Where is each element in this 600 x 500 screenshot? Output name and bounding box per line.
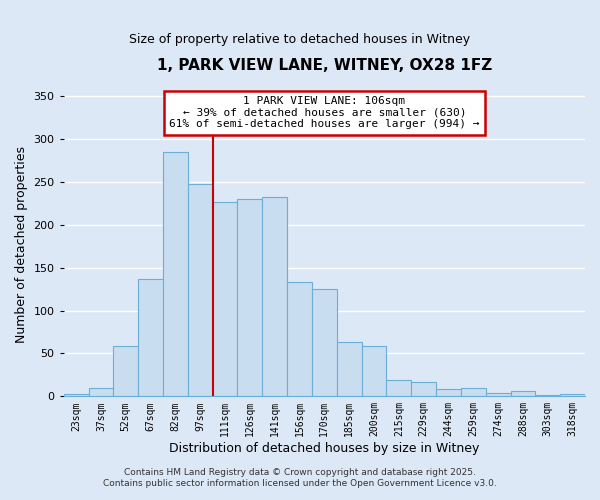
Y-axis label: Number of detached properties: Number of detached properties [15, 146, 28, 342]
Bar [262, 198, 287, 396]
Bar [362, 346, 386, 397]
Bar [163, 152, 188, 396]
Bar [89, 388, 113, 396]
Bar [337, 342, 362, 396]
Title: 1, PARK VIEW LANE, WITNEY, OX28 1FZ: 1, PARK VIEW LANE, WITNEY, OX28 1FZ [157, 58, 492, 72]
Bar [287, 282, 312, 397]
Text: Size of property relative to detached houses in Witney: Size of property relative to detached ho… [130, 32, 470, 46]
Bar [535, 394, 560, 396]
Bar [113, 346, 138, 397]
Bar [386, 380, 411, 396]
Bar [560, 394, 585, 396]
Bar [312, 289, 337, 397]
Bar [461, 388, 486, 396]
Bar [64, 394, 89, 396]
Bar [436, 388, 461, 396]
Text: Contains HM Land Registry data © Crown copyright and database right 2025.
Contai: Contains HM Land Registry data © Crown c… [103, 468, 497, 487]
Bar [486, 393, 511, 396]
Bar [212, 202, 238, 396]
X-axis label: Distribution of detached houses by size in Witney: Distribution of detached houses by size … [169, 442, 479, 455]
Bar [188, 184, 212, 396]
Bar [511, 391, 535, 396]
Text: 1 PARK VIEW LANE: 106sqm
← 39% of detached houses are smaller (630)
61% of semi-: 1 PARK VIEW LANE: 106sqm ← 39% of detach… [169, 96, 479, 130]
Bar [138, 279, 163, 396]
Bar [411, 382, 436, 396]
Bar [238, 199, 262, 396]
